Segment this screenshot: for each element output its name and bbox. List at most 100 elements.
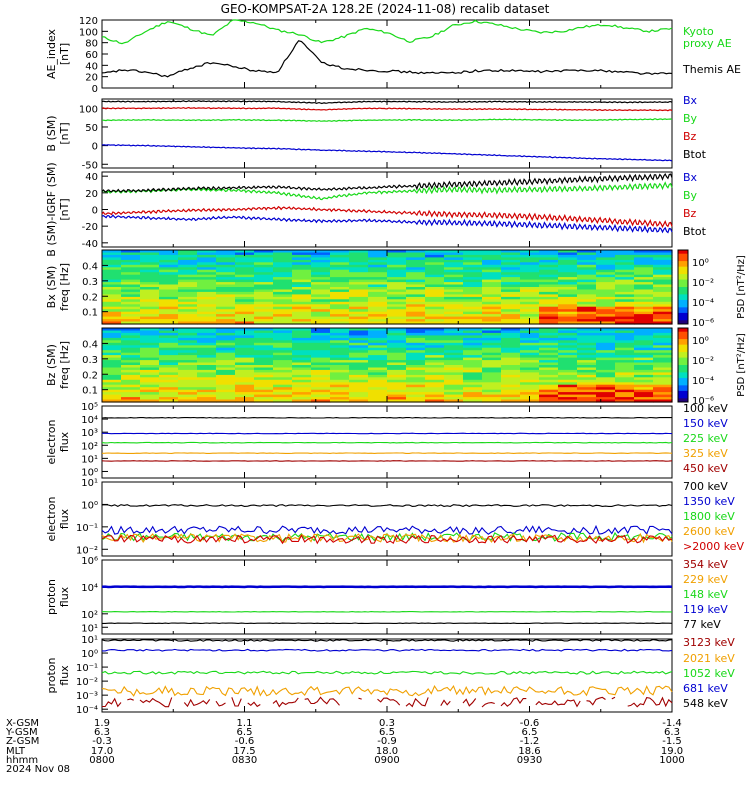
legend-label: 1350 keV: [683, 495, 735, 508]
ephemeris-value: 0800: [89, 755, 114, 766]
y-tick-label: 40: [85, 172, 98, 183]
legend-label: 681 keV: [683, 682, 728, 695]
legend-label: 450 keV: [683, 462, 728, 475]
y-axis-label: [nT]: [58, 43, 71, 65]
y-tick-label: 120: [79, 16, 98, 27]
y-tick-label: 50: [85, 123, 98, 134]
panel-frame-eflux2: [102, 482, 672, 556]
chart-title: GEO-KOMPSAT-2A 128.2E (2024-11-08) recal…: [221, 2, 550, 16]
legend-label: 225 keV: [683, 432, 728, 445]
legend-label: 119 keV: [683, 603, 728, 616]
legend-label: Bz: [683, 130, 697, 143]
series-line: [102, 183, 672, 200]
series-line: [102, 108, 672, 111]
colorbar-tick-label: 10⁰: [692, 336, 709, 347]
colorbar-title: PSD [nT²/Hz]: [736, 255, 747, 319]
legend-label: 1800 keV: [683, 510, 735, 523]
y-tick-label: 10⁴: [81, 415, 98, 426]
y-tick-label: -40: [82, 239, 98, 250]
y-tick-label: -20: [82, 222, 98, 233]
ephemeris-row-label: 2024 Nov 08: [6, 764, 70, 775]
y-tick-label: 10¹: [81, 635, 98, 646]
colorbar-tick-label: 10⁻⁶: [692, 318, 714, 329]
legend-label: 3123 keV: [683, 636, 735, 649]
series-line: [102, 433, 672, 434]
y-axis-label: proton: [45, 657, 58, 693]
y-axis-label: Bx (SM): [45, 266, 58, 309]
legend-label: 548 keV: [683, 697, 728, 710]
y-tick-label: 10³: [81, 428, 98, 439]
y-axis-label: flux: [58, 508, 71, 529]
y-axis-label: flux: [58, 665, 71, 686]
legend-label: 700 keV: [683, 480, 728, 493]
y-tick-label: 10⁻²: [76, 545, 98, 556]
y-tick-label: 10²: [81, 610, 98, 621]
y-tick-label: 100: [79, 27, 98, 38]
legend-label: Themis AE: [682, 63, 741, 76]
y-tick-label: 0.1: [82, 308, 98, 319]
y-tick-label: 80: [85, 39, 98, 50]
y-tick-label: 10⁻²: [76, 677, 98, 688]
legend-label: 325 keV: [683, 447, 728, 460]
y-tick-label: 0.2: [82, 292, 98, 303]
y-tick-label: 40: [85, 61, 98, 72]
y-tick-label: 10⁶: [81, 556, 98, 567]
y-tick-label: 0.4: [82, 261, 98, 272]
series-line: [102, 145, 672, 161]
series-line: [102, 461, 672, 462]
y-axis-label: electron: [45, 420, 58, 465]
ephemeris-value: 0830: [232, 755, 257, 766]
y-tick-label: 10⁻¹: [76, 663, 98, 674]
y-axis-label: Bz (SM): [45, 344, 58, 386]
y-tick-label: 10¹: [81, 478, 98, 489]
ephemeris-value: 0900: [374, 755, 399, 766]
legend-label: 150 keV: [683, 417, 728, 430]
colorbar-tick-label: 10⁻⁴: [692, 298, 714, 309]
y-tick-label: 0.3: [82, 355, 98, 366]
legend-label: 354 keV: [683, 558, 728, 571]
y-tick-label: 10⁻¹: [76, 523, 98, 534]
legend-label: Btot: [683, 148, 707, 161]
y-tick-label: 0: [92, 206, 98, 217]
colorbar-tick-label: 10⁻²: [692, 278, 714, 289]
legend-label: Bz: [683, 207, 697, 220]
y-tick-label: 0.4: [82, 339, 98, 350]
y-tick-label: 10¹: [81, 454, 98, 465]
legend-label: 77 keV: [683, 618, 721, 631]
ephemeris-value: 0930: [517, 755, 542, 766]
y-axis-label: freq [Hz]: [58, 263, 71, 311]
series-line: [102, 697, 672, 707]
ephemeris-value: 1000: [659, 755, 684, 766]
y-axis-label: [nT]: [58, 122, 71, 144]
legend-label: 1052 keV: [683, 667, 735, 680]
legend-label: Bx: [683, 94, 698, 107]
y-tick-label: 10⁻³: [76, 691, 98, 702]
y-tick-label: 10¹: [81, 623, 98, 634]
colorbar-tick-label: 10⁻⁴: [692, 376, 714, 387]
y-tick-label: 10⁵: [81, 402, 98, 413]
y-tick-label: 10⁰: [81, 649, 98, 660]
legend-label: By: [683, 189, 698, 202]
legend-label: >2000 keV: [683, 540, 744, 553]
series-line: [102, 686, 672, 696]
series-line: [102, 649, 672, 651]
y-axis-label: electron: [45, 497, 58, 542]
y-axis-label: proton: [45, 579, 58, 615]
series-line: [102, 119, 672, 121]
legend-label: 229 keV: [683, 573, 728, 586]
colorbar-tick-label: 10⁰: [692, 258, 709, 269]
y-axis-label: AE_index: [45, 28, 58, 79]
series-line: [102, 207, 672, 227]
y-tick-label: -50: [82, 160, 98, 171]
y-tick-label: 0.3: [82, 277, 98, 288]
legend-label: By: [683, 112, 698, 125]
y-tick-label: 10⁰: [81, 500, 98, 511]
colorbar-title: PSD [nT²/Hz]: [736, 333, 747, 397]
y-axis-label: B (SM)-IGRF (SM): [45, 162, 58, 256]
legend-label: 2600 keV: [683, 525, 735, 538]
y-axis-label: freq [Hz]: [58, 341, 71, 389]
series-line: [102, 671, 672, 674]
legend-label: Btot: [683, 225, 707, 238]
y-tick-label: 10⁰: [81, 467, 98, 478]
